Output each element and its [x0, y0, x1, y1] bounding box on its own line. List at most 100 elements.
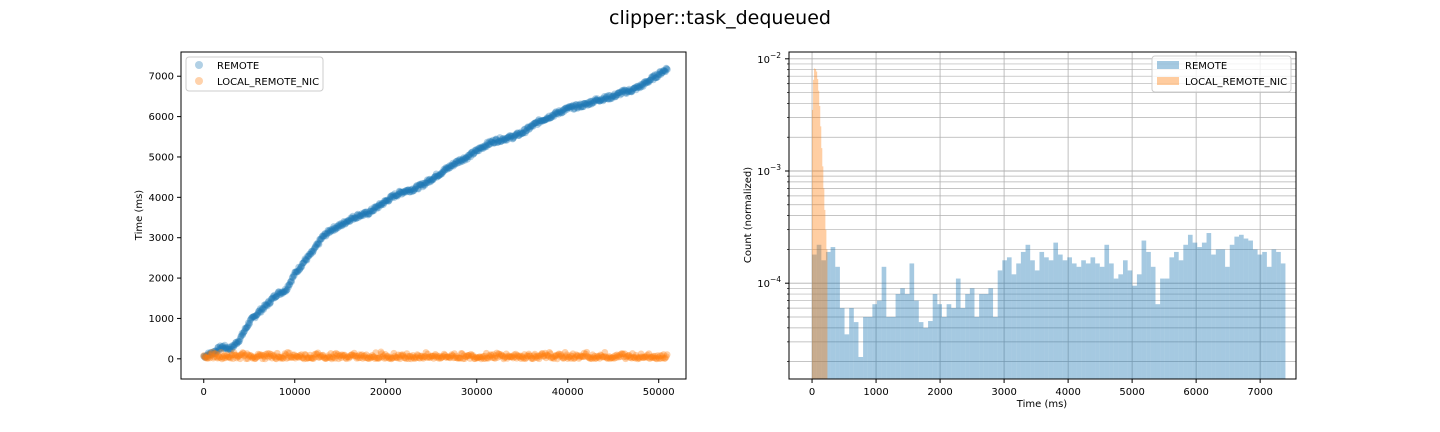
histogram-legend[interactable]: REMOTE LOCAL_REMOTE_NIC	[1151, 55, 1292, 93]
scatter-point-local	[620, 353, 628, 361]
scatter-point-remote	[632, 84, 639, 91]
scatter-point-remote	[481, 144, 488, 151]
scatter-point-remote	[301, 257, 308, 265]
scatter-point-remote	[356, 212, 364, 220]
scatter-point-local	[656, 352, 664, 360]
scatter-point-local	[613, 351, 621, 359]
scatter-point-remote	[546, 114, 554, 122]
scatter-point-local	[628, 354, 635, 362]
scatter-point-local	[313, 350, 321, 358]
scatter-point-local	[257, 352, 265, 360]
histogram-y-ticks: 10−4 10−3 10−2	[757, 51, 789, 362]
scatter-point-local	[553, 355, 561, 363]
scatter-point-local	[504, 353, 512, 360]
scatter-point-local	[604, 355, 611, 362]
scatter-point-remote	[626, 87, 634, 94]
scatter-point-local	[577, 352, 584, 360]
scatter-point-local	[416, 354, 424, 362]
scatter-point-remote	[601, 95, 609, 103]
scatter-point-remote	[604, 95, 611, 103]
scatter-point-remote	[644, 79, 652, 86]
scatter-point-remote	[661, 67, 669, 75]
scatter-point-remote	[367, 205, 375, 213]
histogram-bar-remote	[942, 316, 947, 379]
scatter-point-local	[560, 354, 568, 362]
scatter-point-remote	[625, 85, 633, 93]
scatter-point-remote	[611, 93, 619, 101]
scatter-point-remote	[492, 136, 499, 144]
y-tick-label: 10−2	[757, 51, 781, 66]
scatter-point-remote	[385, 198, 392, 205]
scatter-point-local	[322, 355, 329, 362]
scatter-point-remote	[558, 109, 566, 116]
scatter-point-local	[244, 355, 252, 362]
scatter-point-local	[365, 355, 373, 362]
scatter-point-local	[209, 348, 216, 356]
scatter-point-remote	[482, 142, 490, 150]
scatter-point-remote	[525, 123, 532, 131]
scatter-point-remote	[319, 232, 327, 240]
scatter-point-remote	[570, 106, 578, 113]
scatter-point-local	[202, 354, 210, 361]
scatter-point-local	[228, 351, 236, 359]
scatter-point-local	[568, 352, 576, 360]
scatter-point-remote	[294, 267, 301, 275]
scatter-point-remote	[596, 97, 604, 105]
scatter-point-remote	[650, 72, 658, 80]
scatter-point-remote	[323, 229, 331, 237]
scatter-point-remote	[606, 92, 614, 99]
scatter-point-local	[219, 353, 227, 361]
scatter-point-local	[221, 352, 228, 359]
scatter-point-local	[208, 350, 215, 358]
scatter-point-local	[293, 353, 301, 360]
scatter-point-remote	[287, 278, 294, 286]
scatter-point-remote	[202, 353, 210, 361]
scatter-point-local	[479, 353, 487, 360]
scatter-point-local	[586, 355, 594, 362]
scatter-point-local	[357, 352, 365, 359]
scatter-point-remote	[257, 305, 264, 312]
scatter-point-remote	[349, 212, 357, 220]
scatter-point-remote	[284, 282, 292, 290]
scatter-point-remote	[365, 210, 373, 218]
scatter-point-local	[390, 349, 398, 357]
scatter-point-local	[283, 354, 291, 362]
scatter-point-remote	[414, 185, 422, 193]
scatter-point-local	[496, 350, 503, 358]
scatter-point-local	[658, 352, 666, 359]
scatter-point-local	[496, 352, 504, 360]
scatter-point-remote	[213, 348, 221, 356]
scatter-point-remote	[646, 76, 654, 84]
scatter-point-local	[464, 352, 472, 360]
scatter-point-remote	[301, 255, 309, 263]
scatter-point-remote	[427, 178, 434, 186]
scatter-point-remote	[454, 157, 462, 164]
scatter-point-remote	[630, 85, 638, 92]
scatter-legend[interactable]: REMOTE LOCAL_REMOTE_NIC	[185, 56, 324, 92]
scatter-point-remote	[254, 310, 262, 317]
scatter-point-remote	[313, 241, 321, 249]
scatter-point-remote	[487, 138, 495, 146]
scatter-point-remote	[208, 351, 216, 359]
scatter-point-remote	[634, 84, 641, 91]
scatter-point-remote	[598, 96, 606, 104]
scatter-point-local	[335, 355, 342, 363]
scatter-point-remote	[467, 153, 474, 161]
histogram-bar-remote	[1239, 234, 1244, 379]
scatter-point-remote	[648, 74, 656, 81]
scatter-point-remote	[493, 136, 501, 144]
scatter-point-local	[661, 355, 668, 362]
scatter-point-remote	[545, 112, 553, 120]
y-tick-label: 10−4	[757, 275, 781, 290]
histogram-legend-box	[1151, 55, 1292, 93]
scatter-point-local	[556, 353, 564, 360]
scatter-point-local	[607, 354, 615, 361]
scatter-point-local	[617, 353, 624, 361]
scatter-point-remote	[423, 176, 431, 184]
histogram-bar-remote	[1020, 251, 1026, 379]
scatter-point-local	[508, 352, 516, 360]
scatter-point-local	[363, 354, 371, 362]
scatter-point-local	[337, 354, 345, 362]
scatter-point-remote	[441, 166, 449, 174]
scatter-point-local	[580, 349, 588, 357]
